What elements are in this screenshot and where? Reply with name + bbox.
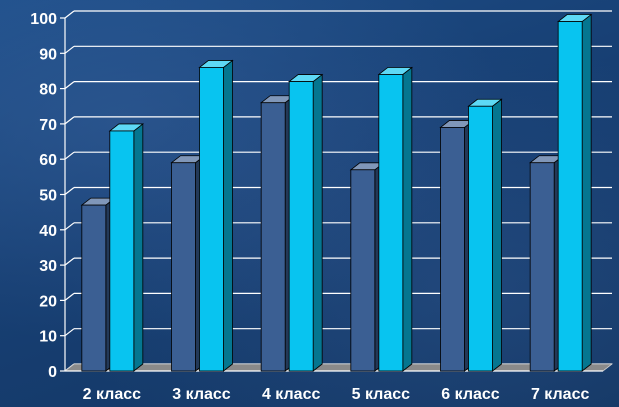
gridline-diag [64, 151, 75, 160]
bar [377, 66, 413, 372]
bar-front [468, 105, 493, 372]
gridline-diag [64, 10, 75, 19]
gridline-diag [64, 116, 75, 125]
bars [80, 13, 593, 372]
bar-front [260, 102, 286, 372]
y-tick-label: 80 [39, 82, 57, 99]
bar [198, 59, 234, 372]
gridline-diag [64, 222, 75, 231]
gridline-diag [64, 187, 75, 195]
bar [288, 73, 324, 372]
bar-front [81, 204, 107, 372]
bar-front [557, 21, 583, 372]
y-tick-label: 0 [48, 364, 57, 381]
x-category-label: 3 класс [172, 386, 231, 403]
bar [439, 119, 475, 372]
bar-front [171, 162, 196, 372]
bar-front [288, 81, 314, 372]
bar-front [350, 169, 376, 372]
y-tick-label: 100 [30, 11, 57, 28]
bar-side [492, 98, 502, 372]
bar-side [402, 66, 413, 372]
y-tick-label: 30 [39, 258, 57, 275]
y-axis: 0 10 20 30 40 50 60 70 80 90 100 [30, 11, 65, 381]
gridline-diag [64, 257, 75, 266]
category-labels: 2 класс 3 класс 4 класс 5 класс 6 класс 7 кла… [83, 386, 590, 403]
gridline-diag [64, 81, 75, 90]
gridline-diag [64, 45, 75, 54]
gridline-diag [64, 328, 75, 337]
x-category-label: 4 класс [262, 386, 321, 403]
bar-front [199, 67, 224, 372]
x-category-label: 2 класс [83, 386, 142, 403]
bar [108, 123, 144, 372]
bar [170, 154, 206, 372]
bar-front [109, 130, 135, 372]
y-tick-label: 20 [39, 293, 57, 310]
x-category-label: 7 класс [531, 386, 590, 403]
y-tick-label: 40 [39, 223, 57, 240]
bar [467, 98, 503, 372]
gridline-diag [64, 292, 75, 301]
y-tick-label: 60 [39, 152, 57, 169]
bar-side [312, 73, 323, 372]
y-tick-label: 70 [39, 117, 57, 134]
bar-front [529, 162, 555, 372]
bar-front [378, 74, 404, 372]
bar-side [223, 59, 233, 372]
y-tick-label: 10 [39, 329, 57, 346]
x-category-label: 5 класс [352, 386, 411, 403]
y-tick-label: 50 [39, 188, 57, 205]
x-category-label: 6 класс [441, 386, 500, 403]
bar-side [133, 123, 144, 372]
bar [557, 13, 593, 372]
bar-front [440, 127, 465, 372]
y-tick-label: 90 [39, 46, 57, 63]
bar-side [581, 13, 592, 372]
